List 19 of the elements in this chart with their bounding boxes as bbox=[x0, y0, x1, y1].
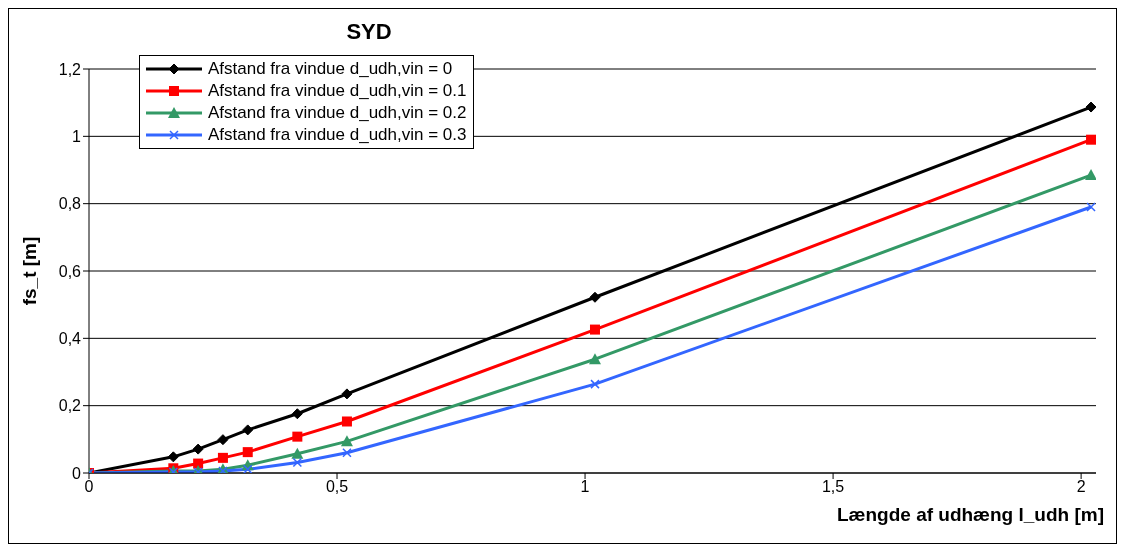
x-tick-label: 0 bbox=[84, 478, 94, 496]
chart-title: SYD bbox=[345, 19, 393, 45]
x-tick-label: 1,5 bbox=[821, 478, 845, 496]
y-axis-title: fs_t [m] bbox=[18, 236, 40, 306]
legend-label: Afstand fra vindue d_udh,vin = 0.1 bbox=[208, 80, 467, 102]
x-tick-label: 2 bbox=[1076, 478, 1086, 496]
y-tick-label: 0,8 bbox=[58, 195, 82, 213]
legend-label: Afstand fra vindue d_udh,vin = 0 bbox=[208, 58, 453, 80]
y-tick-label: 1,2 bbox=[58, 60, 82, 78]
y-tick-label: 0,4 bbox=[58, 330, 82, 348]
x-axis-title: Længde af udhæng l_udh [m] bbox=[836, 504, 1104, 525]
y-tick-label: 0,2 bbox=[58, 397, 82, 415]
x-tick-label: 1 bbox=[580, 478, 590, 496]
y-tick-label: 0 bbox=[72, 464, 82, 482]
legend-label: Afstand fra vindue d_udh,vin = 0.2 bbox=[208, 102, 467, 124]
legend-label: Afstand fra vindue d_udh,vin = 0.3 bbox=[208, 124, 467, 146]
x-tick-label: 0,5 bbox=[325, 478, 349, 496]
y-tick-label: 0,6 bbox=[58, 262, 82, 280]
y-tick-label: 1 bbox=[72, 128, 82, 146]
